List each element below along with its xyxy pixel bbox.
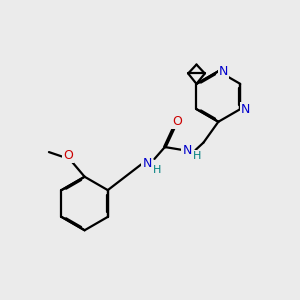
Text: H: H (153, 165, 162, 175)
Text: O: O (172, 115, 182, 128)
Text: N: N (219, 65, 228, 78)
Text: N: N (142, 157, 152, 170)
Text: H: H (194, 151, 202, 161)
Text: N: N (241, 103, 250, 116)
Text: O: O (63, 148, 73, 162)
Text: N: N (182, 143, 192, 157)
